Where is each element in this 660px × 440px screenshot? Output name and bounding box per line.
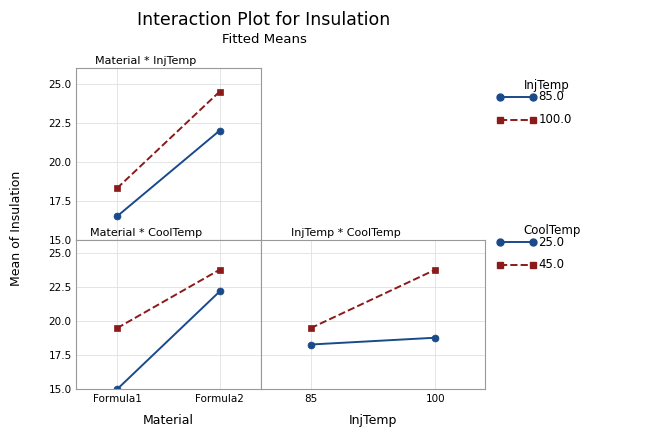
Text: Interaction Plot for Insulation: Interaction Plot for Insulation: [137, 11, 391, 29]
Text: 25.0: 25.0: [539, 235, 564, 249]
Text: Mean of Insulation: Mean of Insulation: [10, 171, 23, 286]
Text: 45.0: 45.0: [539, 258, 564, 271]
Text: CoolTemp: CoolTemp: [523, 224, 581, 238]
Text: 85.0: 85.0: [539, 90, 564, 103]
Title: InjTemp * CoolTemp: InjTemp * CoolTemp: [291, 227, 401, 238]
Text: Material: Material: [143, 414, 194, 427]
Text: InjTemp: InjTemp: [348, 414, 397, 427]
Title: Material * InjTemp: Material * InjTemp: [96, 56, 197, 66]
Text: 100.0: 100.0: [539, 113, 572, 126]
Title: Material * CoolTemp: Material * CoolTemp: [90, 227, 202, 238]
Text: InjTemp: InjTemp: [523, 79, 569, 92]
Text: Fitted Means: Fitted Means: [222, 33, 306, 46]
